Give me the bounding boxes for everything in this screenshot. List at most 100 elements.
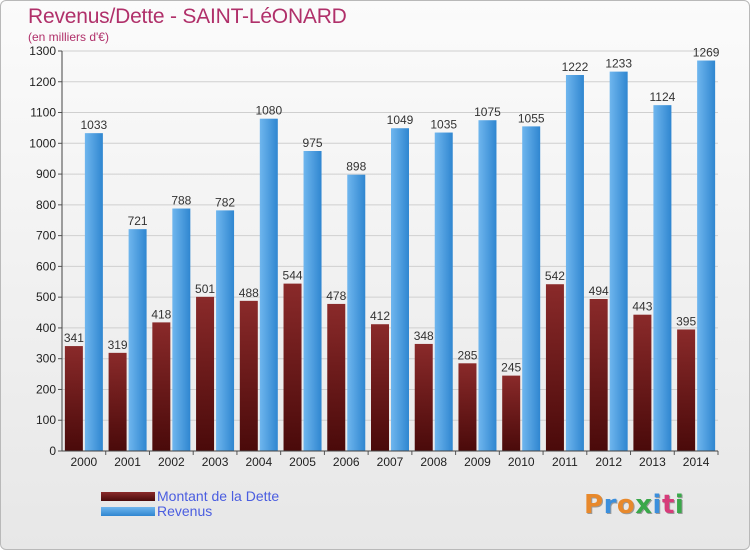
bar-revenue <box>522 126 541 451</box>
bar-debt <box>633 314 652 451</box>
bar-debt <box>327 303 346 451</box>
data-label-revenue: 1033 <box>81 118 108 132</box>
bar-revenue <box>653 105 672 452</box>
data-label-revenue: 1233 <box>605 57 632 71</box>
bar-revenue <box>478 120 497 451</box>
x-tick-label: 2006 <box>333 455 360 469</box>
bar-revenue <box>128 229 147 451</box>
y-tick-label: 900 <box>36 167 56 181</box>
x-tick-label: 2008 <box>420 455 447 469</box>
data-label-revenue: 975 <box>303 136 323 150</box>
data-label-debt: 245 <box>501 361 521 375</box>
bar-debt <box>414 343 433 451</box>
y-tick-label: 500 <box>36 290 56 304</box>
logo-letter: i <box>674 490 685 520</box>
data-label-debt: 488 <box>239 286 259 300</box>
y-tick-label: 700 <box>36 229 56 243</box>
y-axis-ticks: 0 100 200 300 400 500 600 700 800 900 1000 1100 1200… <box>29 44 62 458</box>
data-label-revenue: 1035 <box>430 118 457 132</box>
bar-debt <box>196 296 215 451</box>
y-tick-label: 600 <box>36 259 56 273</box>
x-tick-label: 2002 <box>158 455 185 469</box>
logo-letter: P <box>584 490 604 520</box>
data-label-debt: 494 <box>589 284 609 298</box>
data-label-revenue: 1269 <box>693 46 720 60</box>
data-label-debt: 412 <box>370 309 390 323</box>
chart-subtitle: (en milliers d'€) <box>28 30 109 44</box>
bar-debt <box>152 322 171 451</box>
y-tick-label: 1200 <box>29 75 56 89</box>
logo-letter: t <box>661 490 675 520</box>
data-label-revenue: 721 <box>128 214 148 228</box>
bar-revenue <box>259 118 278 451</box>
data-label-debt: 341 <box>64 331 84 345</box>
data-label-revenue: 1124 <box>649 90 675 104</box>
bar-debt <box>589 299 608 451</box>
chart-title: Revenus/Dette - SAINT-LéONARD <box>28 5 347 28</box>
x-tick-label: 2011 <box>552 455 578 469</box>
logo-letter: x <box>635 490 653 520</box>
legend-swatch-debt <box>101 492 155 501</box>
y-tick-label: 200 <box>36 382 56 396</box>
bar-debt <box>283 283 302 451</box>
data-label-debt: 285 <box>457 348 477 362</box>
x-tick-label: 2012 <box>595 455 622 469</box>
bar-debt <box>371 324 389 451</box>
data-label-debt: 478 <box>326 289 346 303</box>
bar-debt <box>545 284 564 451</box>
x-tick-label: 2004 <box>245 455 272 469</box>
bar-debt <box>108 352 127 451</box>
x-tick-label: 2007 <box>377 455 404 469</box>
data-label-revenue: 1049 <box>387 113 414 127</box>
logo-letter: r <box>603 490 617 520</box>
bar-debt <box>677 329 696 451</box>
bar-revenue <box>697 60 716 452</box>
bar-revenue <box>303 151 322 451</box>
bar-revenue <box>172 208 191 451</box>
data-label-revenue: 1075 <box>474 105 501 119</box>
x-tick-label: 2003 <box>202 455 229 469</box>
x-tick-label: 2001 <box>114 455 141 469</box>
logo-letter: i <box>652 490 662 520</box>
x-tick-label: 2014 <box>683 455 710 469</box>
y-tick-label: 1000 <box>29 136 56 150</box>
x-tick-label: 2010 <box>508 455 535 469</box>
legend-label-debt: Montant de la Dette <box>157 488 280 504</box>
data-label-revenue: 782 <box>215 195 235 209</box>
x-tick-label: 2000 <box>71 455 98 469</box>
bar-debt <box>458 363 477 451</box>
x-axis-ticks: 2000 2001 2002 2003 2004 2005 2006 2007 2008 2009… <box>71 451 719 469</box>
bar-revenue <box>565 75 584 451</box>
bar-revenue <box>434 132 453 452</box>
x-tick-label: 2013 <box>639 455 666 469</box>
bar-revenue <box>609 71 628 451</box>
data-label-revenue: 788 <box>171 194 191 208</box>
bar-revenue <box>216 210 235 451</box>
x-tick-label: 2009 <box>464 455 491 469</box>
y-tick-label: 0 <box>49 444 56 458</box>
y-tick-label: 800 <box>36 198 56 212</box>
y-tick-label: 1300 <box>29 44 56 58</box>
y-tick-label: 300 <box>36 352 56 366</box>
x-tick-label: 2005 <box>289 455 316 469</box>
data-label-debt: 443 <box>632 300 652 314</box>
legend-swatch-revenue <box>101 507 155 516</box>
bar-debt <box>502 375 521 451</box>
bar-revenue <box>391 128 409 451</box>
logo-letter: o <box>616 490 636 520</box>
grid-lines <box>62 50 718 452</box>
data-label-debt: 395 <box>676 314 696 328</box>
y-tick-label: 100 <box>36 413 56 427</box>
data-label-revenue: 1080 <box>255 104 282 118</box>
data-label-debt: 319 <box>108 338 128 352</box>
bar-debt <box>239 300 258 451</box>
y-tick-label: 1100 <box>30 106 56 120</box>
data-label-revenue: 1222 <box>562 60 589 74</box>
data-label-revenue: 1055 <box>518 111 545 125</box>
data-label-debt: 501 <box>195 282 215 296</box>
proxiti-logo: Proxiti <box>584 490 684 520</box>
data-label-debt: 542 <box>545 269 565 283</box>
bar-debt <box>64 346 83 451</box>
axes <box>61 51 718 452</box>
